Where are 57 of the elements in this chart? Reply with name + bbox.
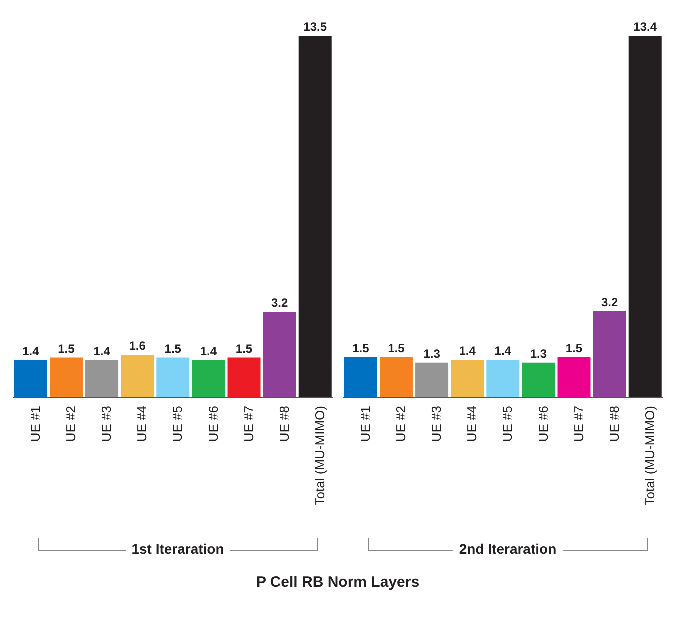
bar [298, 36, 332, 398]
x-tick-label: UE #4 [464, 406, 480, 442]
data-label: 1.5 [58, 342, 76, 356]
data-label: 1.4 [94, 344, 111, 358]
x-tick-label: UE #5 [500, 406, 516, 442]
data-label: 1.4 [494, 344, 512, 358]
bar [86, 360, 119, 398]
x-tick-label: UE #7 [571, 406, 586, 442]
x-tick-label: Total (MU-MIMO) [642, 406, 658, 506]
bar [486, 360, 520, 398]
data-label: 1.4 [200, 344, 218, 358]
bar [344, 357, 378, 398]
bar [593, 312, 626, 398]
data-label: 1.5 [236, 342, 253, 356]
x-tick-label: UE #6 [206, 406, 221, 442]
data-label: 1.4 [22, 344, 40, 358]
x-axis-title: 1st Iteraration [126, 541, 230, 557]
x-tick-label: Total (MU-MIMO) [312, 406, 328, 506]
x-tick-label: UE #1 [28, 406, 44, 442]
data-label: 3.2 [271, 296, 288, 310]
x-tick-label: UE #3 [99, 406, 114, 442]
data-label: 1.4 [459, 344, 476, 358]
x-tick-label: UE #2 [64, 406, 79, 442]
bar [14, 360, 48, 398]
bar [416, 362, 449, 398]
data-label: 3.2 [601, 296, 618, 310]
bar [121, 355, 154, 398]
data-label: 1.5 [352, 341, 370, 356]
bar [50, 358, 83, 398]
bar [451, 360, 484, 398]
data-label: 1.5 [388, 341, 406, 356]
data-label: 13.5 [304, 20, 328, 34]
x-tick-label: UE #1 [358, 406, 374, 442]
bar [192, 360, 226, 398]
bar [522, 362, 556, 398]
x-tick-label: UE #5 [170, 406, 186, 442]
data-label: 1.5 [566, 341, 583, 356]
data-label: 1.3 [530, 346, 548, 361]
data-label: 13.4 [634, 20, 658, 34]
x-tick-label: UE #8 [276, 406, 292, 442]
bar [628, 36, 662, 398]
data-label: 1.3 [424, 346, 441, 361]
x-tick-label: UE #2 [394, 406, 409, 442]
bar [228, 358, 261, 398]
bar [558, 357, 591, 398]
data-label: 1.5 [164, 342, 182, 356]
x-tick-label: UE #4 [134, 406, 150, 442]
bar [380, 357, 413, 398]
x-tick-label: UE #7 [241, 406, 256, 442]
x-tick-label: UE #8 [606, 406, 622, 442]
text: P Cell RB Norm Layers [255, 574, 421, 591]
x-tick-label: UE #6 [536, 406, 551, 442]
x-tick-label: UE #3 [429, 406, 444, 442]
x-axis-title: 2nd Iteraration [453, 541, 563, 557]
bar [263, 312, 296, 398]
bar [156, 358, 190, 398]
data-label: 1.6 [129, 339, 146, 354]
